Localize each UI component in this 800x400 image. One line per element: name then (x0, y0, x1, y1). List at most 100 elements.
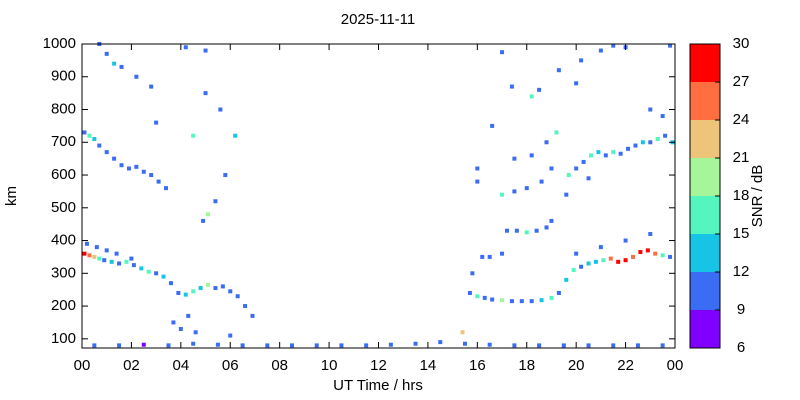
data-point (611, 150, 616, 155)
data-point (250, 313, 255, 318)
data-point (475, 179, 480, 184)
colorbar-band (690, 272, 720, 310)
data-point (161, 274, 166, 279)
colorbar-band (690, 196, 720, 234)
data-point (154, 120, 159, 125)
data-point (626, 146, 631, 151)
data-point (554, 130, 559, 135)
data-point (500, 50, 505, 55)
data-point (635, 343, 640, 348)
data-point (586, 343, 591, 348)
data-point (339, 343, 344, 348)
data-point (663, 133, 668, 138)
x-tick-label: 20 (568, 357, 585, 374)
data-point (618, 151, 623, 156)
data-point (512, 156, 517, 161)
data-point (512, 343, 517, 348)
colorbar-tick-label: 27 (733, 73, 750, 90)
data-point (648, 107, 653, 112)
data-point (596, 150, 601, 155)
data-point (566, 173, 571, 178)
x-tick-label: 12 (370, 357, 387, 374)
data-point (235, 294, 240, 299)
data-point (104, 248, 109, 253)
data-point (164, 186, 169, 191)
y-tick-label: 1000 (43, 35, 76, 52)
data-point (537, 87, 542, 92)
data-point (564, 192, 569, 197)
data-point (668, 43, 673, 48)
data-point (186, 313, 191, 318)
data-point (94, 245, 99, 250)
data-point (198, 286, 203, 291)
data-point (183, 292, 188, 297)
colorbar-tick-label: 15 (733, 225, 750, 242)
data-point (129, 256, 134, 261)
data-point (92, 343, 97, 348)
data-point (586, 261, 591, 266)
data-point (549, 166, 554, 171)
data-point (149, 173, 154, 178)
data-point (117, 343, 122, 348)
colorbar-tick-label: 21 (733, 149, 750, 166)
data-point (529, 153, 534, 158)
data-point (556, 290, 561, 295)
data-point (633, 143, 638, 148)
data-point (623, 238, 628, 243)
data-point (97, 256, 102, 261)
data-point (314, 343, 319, 348)
data-point (500, 251, 505, 256)
colorbar-label: SNR / dB (749, 165, 766, 228)
y-tick-label: 700 (51, 133, 76, 150)
data-point (112, 61, 117, 66)
data-point (556, 68, 561, 73)
data-point (638, 250, 643, 255)
data-point (102, 258, 107, 263)
colorbar-band (690, 44, 720, 82)
data-point (490, 123, 495, 128)
data-point (470, 271, 475, 276)
x-tick-label: 14 (420, 357, 437, 374)
colorbar-band (690, 120, 720, 158)
data-point (87, 253, 92, 258)
data-point (475, 294, 480, 299)
data-point (139, 266, 144, 271)
data-point (233, 133, 238, 138)
x-tick-label: 10 (321, 357, 338, 374)
chart-title: 2025-11-11 (341, 11, 416, 28)
data-point (611, 43, 616, 48)
data-point (509, 84, 514, 89)
data-point (141, 342, 146, 347)
data-point (579, 58, 584, 63)
colorbar-band (690, 310, 720, 348)
data-point (413, 341, 418, 346)
data-point (193, 330, 198, 335)
colorbar-tick-label: 9 (737, 301, 745, 318)
data-point (117, 261, 122, 266)
data-point (648, 140, 653, 145)
y-tick-label: 100 (51, 330, 76, 347)
data-point (529, 94, 534, 99)
data-point (648, 232, 653, 236)
data-point (364, 343, 369, 348)
data-point (668, 254, 673, 259)
data-point (203, 48, 208, 53)
data-point (630, 254, 635, 259)
data-point (480, 254, 485, 259)
data-point (240, 343, 245, 348)
data-point (131, 263, 136, 268)
data-point (82, 251, 87, 256)
x-tick-label: 04 (172, 357, 189, 374)
data-point (462, 341, 467, 346)
data-point (206, 212, 211, 217)
data-point (660, 253, 665, 258)
data-point (512, 189, 517, 194)
data-point (243, 304, 248, 309)
colorbar-tick-label: 24 (733, 111, 750, 128)
data-point (500, 298, 505, 303)
data-point (529, 299, 534, 304)
data-point (176, 290, 181, 295)
data-point (467, 290, 472, 295)
data-point (549, 218, 554, 223)
x-tick-label: 16 (469, 357, 486, 374)
